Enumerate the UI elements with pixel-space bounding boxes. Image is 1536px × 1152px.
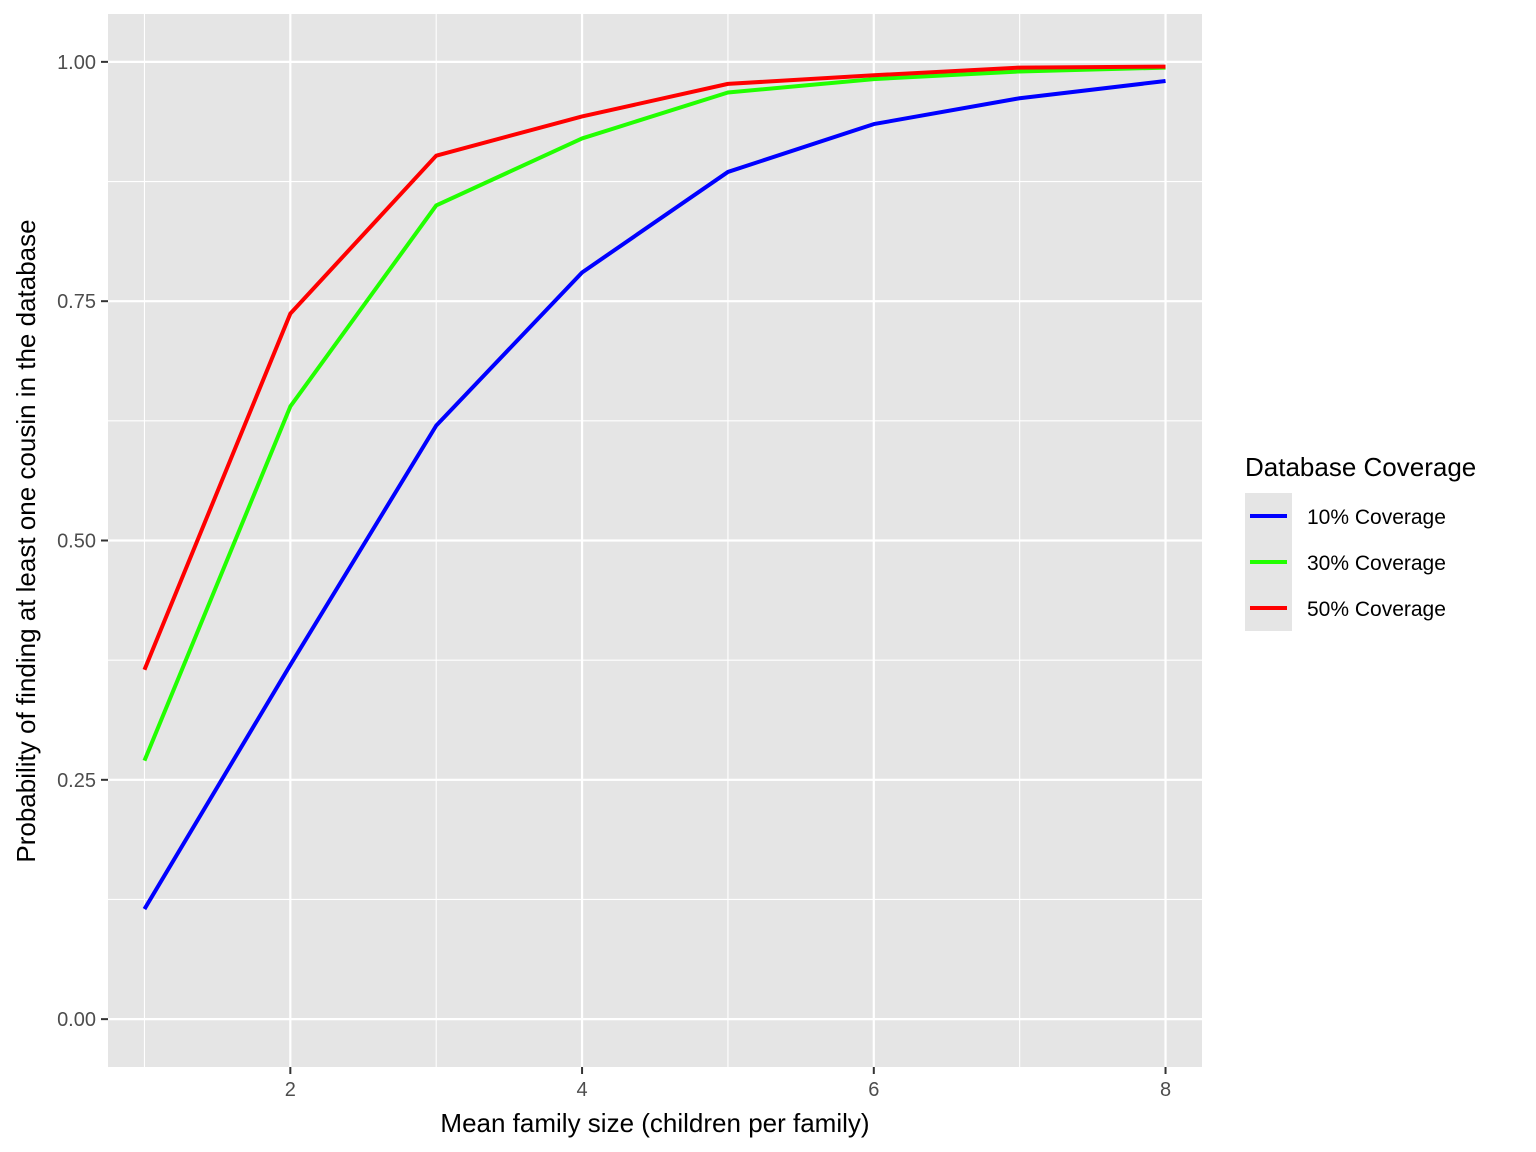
y-tick-label: 0.75 [57,291,96,313]
series-lines [142,64,1166,911]
major-gridlines [108,14,1202,1067]
x-axis: 2 4 6 8 [285,1067,1171,1101]
series-line-30-coverage [142,65,1166,762]
x-tick-label: 4 [577,1079,588,1101]
legend-label-50-coverage: 50% Coverage [1307,598,1446,621]
y-tick-label: 1.00 [57,52,96,74]
legend-items: 10% Coverage 30% Coverage 50% Coverage [1250,506,1446,621]
y-tick-label: 0.25 [57,770,96,792]
legend: Database Coverage 10% Coverage 30% Covera… [1245,452,1476,631]
x-tick-label: 2 [285,1079,296,1101]
series-line-50-coverage [142,64,1166,671]
y-axis-title: Probability of finding at least one cous… [11,219,41,862]
y-tick-label: 0.00 [57,1009,96,1031]
legend-label-10-coverage: 10% Coverage [1307,506,1446,529]
y-tick-label: 0.50 [57,531,96,553]
x-axis-title: Mean family size (children per family) [440,1108,869,1138]
legend-title: Database Coverage [1245,452,1476,482]
x-tick-label: 6 [868,1079,879,1101]
series-line-10-coverage [142,79,1166,911]
y-axis: 0.00 0.25 0.50 0.75 1.00 [57,52,108,1031]
x-tick-label: 8 [1160,1079,1171,1101]
legend-label-30-coverage: 30% Coverage [1307,552,1446,575]
